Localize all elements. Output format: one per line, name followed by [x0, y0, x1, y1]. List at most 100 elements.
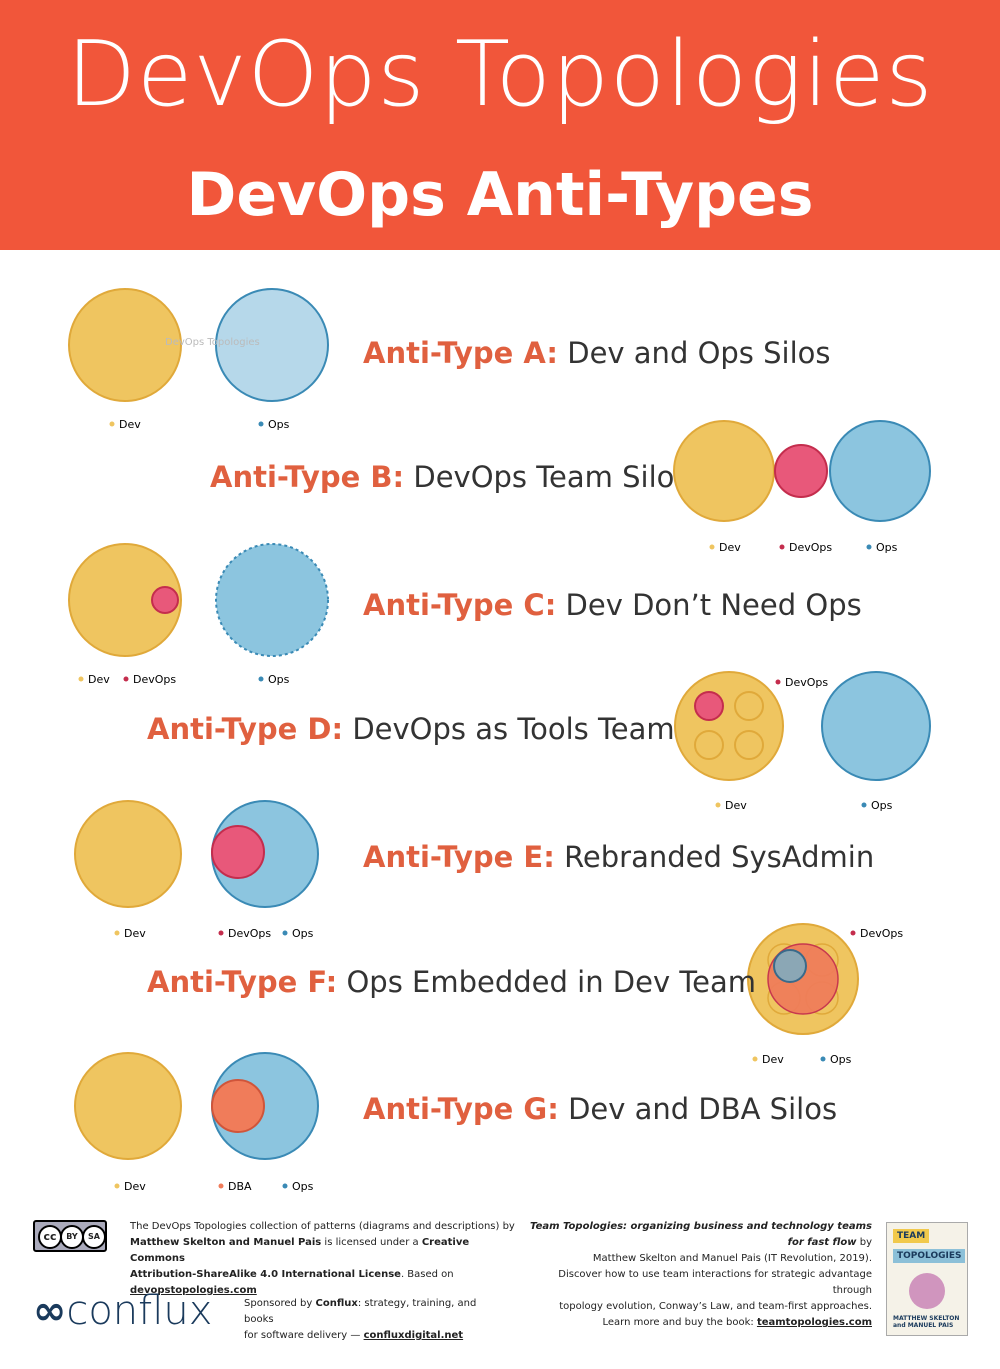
sponsor-line: for software delivery — — [244, 1330, 364, 1341]
legend-dot-ops — [861, 802, 867, 808]
devops-circle — [151, 586, 179, 614]
legend-dev: Dev — [124, 927, 146, 940]
license-name: Attribution-ShareAlike 4.0 International… — [130, 1269, 401, 1280]
dev-circle — [74, 800, 182, 908]
legend-dot-dev — [114, 1183, 120, 1189]
dev-circle — [74, 1052, 182, 1160]
diagram-b: Dev DevOps Ops — [673, 420, 931, 554]
antitype-name: Dev and DBA Silos — [568, 1092, 838, 1126]
antitype-name: DevOps Team Silo — [413, 460, 675, 494]
legend-dot-dev — [715, 802, 721, 808]
watermark: DevOps Topologies — [165, 337, 260, 348]
book-cover-team: TEAM — [893, 1229, 930, 1243]
book-line: Matthew Skelton and Manuel Pais (IT Revo… — [592, 1253, 872, 1264]
legend-devops: DevOps — [789, 541, 832, 554]
legend-dot-ops — [258, 421, 264, 427]
cc-license-badge[interactable]: cc BY SA — [33, 1220, 107, 1252]
antitype-label: Anti-Type E: — [363, 840, 555, 874]
dev-team-circle — [734, 691, 764, 721]
book-cover-graphic — [909, 1273, 945, 1309]
legend-dev: Dev — [762, 1053, 784, 1066]
antitype-label: Anti-Type D: — [147, 712, 344, 746]
legend-dot-dev — [109, 421, 115, 427]
antitype-name: DevOps as Tools Team — [352, 712, 675, 746]
legend-devops: DevOps — [133, 673, 176, 686]
book-cover-authors: MATTHEW SKELTON and MANUEL PAIS — [893, 1315, 960, 1329]
ops-circle — [215, 288, 329, 402]
license-line: The DevOps Topologies collection of patt… — [130, 1221, 515, 1232]
book-cover[interactable]: TEAM TOPOLOGIES MATTHEW SKELTON and MANU… — [886, 1222, 968, 1336]
legend-dot-devops — [218, 930, 224, 936]
antitype-e-heading: Anti-Type E: Rebranded SysAdmin — [363, 840, 874, 874]
antitype-name: Dev Don’t Need Ops — [565, 588, 862, 622]
dev-circle — [674, 671, 784, 781]
antitype-name: Dev and Ops Silos — [567, 336, 831, 370]
antitype-name: Rebranded SysAdmin — [564, 840, 875, 874]
license-line: . Based on — [400, 1269, 454, 1280]
sponsor-name: Conflux — [315, 1298, 358, 1309]
license-authors: Matthew Skelton and Manuel Pais — [130, 1237, 322, 1248]
sponsor-line: : strategy, training, and books — [244, 1298, 477, 1325]
legend-ops: Ops — [268, 673, 290, 686]
antitype-g-heading: Anti-Type G: Dev and DBA Silos — [363, 1092, 837, 1126]
diagram-c: Dev DevOps Ops — [68, 543, 329, 686]
antitype-label: Anti-Type B: — [210, 460, 405, 494]
devopstopologies-link[interactable]: devopstopologies.com — [130, 1285, 257, 1296]
legend-dot-dev — [78, 676, 84, 682]
legend-dot-ops — [866, 544, 872, 550]
antitype-label: Anti-Type C: — [363, 588, 557, 622]
antitype-label: Anti-Type G: — [363, 1092, 559, 1126]
legend-dev: Dev — [88, 673, 110, 686]
devops-circle — [211, 825, 265, 879]
legend-dot-ops — [282, 930, 288, 936]
legend-dot-dev — [752, 1056, 758, 1062]
devops-circle — [774, 444, 828, 498]
legend-dot-devops — [850, 930, 856, 936]
dev-team-circle — [694, 730, 724, 760]
legend-dot-devops — [779, 544, 785, 550]
license-line: is licensed under a — [321, 1237, 422, 1248]
antitype-c-heading: Anti-Type C: Dev Don’t Need Ops — [363, 588, 862, 622]
ops-circle — [829, 420, 931, 522]
book-line: Learn more and buy the book: — [602, 1317, 757, 1328]
sponsor-line: Sponsored by — [244, 1298, 316, 1309]
sponsor-text: Sponsored by Conflux: strategy, training… — [244, 1296, 504, 1344]
dev-circle — [673, 420, 775, 522]
page-title: DevOps Topologies — [66, 22, 934, 127]
antitype-f-heading: Anti-Type F: Ops Embedded in Dev Team — [147, 965, 756, 999]
legend-dot-ops — [820, 1056, 826, 1062]
antitype-b-heading: Anti-Type B: DevOps Team Silo — [210, 460, 674, 494]
diagram-f: DevOps Dev Ops — [747, 923, 903, 1066]
book-line: topology evolution, Conway’s Law, and te… — [559, 1301, 872, 1312]
license-text: The DevOps Topologies collection of patt… — [130, 1219, 520, 1299]
page-subtitle: DevOps Anti-Types — [186, 160, 814, 230]
antitype-d-heading: Anti-Type D: DevOps as Tools Team — [147, 712, 675, 746]
antitype-name: Ops Embedded in Dev Team — [346, 965, 757, 999]
teamtopologies-link[interactable]: teamtopologies.com — [756, 1317, 872, 1328]
legend-dev: Dev — [119, 418, 141, 431]
ops-circle — [821, 671, 931, 781]
book-promo-text: Team Topologies: organizing business and… — [520, 1219, 872, 1331]
legend-ops: Ops — [268, 418, 290, 431]
license-cc: Creative Commons — [130, 1237, 470, 1264]
ops-circle — [773, 949, 807, 983]
legend-ops: Ops — [292, 927, 314, 940]
conflux-link[interactable]: confluxdigital.net — [363, 1330, 464, 1341]
legend-ops: Ops — [871, 799, 893, 812]
legend-dev: Dev — [725, 799, 747, 812]
legend-dev: Dev — [719, 541, 741, 554]
dev-circle — [68, 288, 182, 402]
legend-ops: Ops — [830, 1053, 852, 1066]
legend-ops: Ops — [876, 541, 898, 554]
sa-icon: SA — [82, 1225, 106, 1249]
conflux-wordmark: conflux — [66, 1288, 213, 1334]
antitype-label: Anti-Type F: — [147, 965, 338, 999]
book-line: Discover how to use team interactions fo… — [558, 1269, 872, 1296]
legend-ops: Ops — [292, 1180, 314, 1193]
legend-devops: DevOps — [785, 676, 828, 689]
legend-dot-dba — [218, 1183, 224, 1189]
antitype-label: Anti-Type A: — [363, 336, 559, 370]
conflux-logo[interactable]: ∞conflux — [33, 1288, 212, 1334]
watermark-text: DevOps Topologies — [165, 337, 260, 348]
book-line: by — [856, 1237, 872, 1248]
